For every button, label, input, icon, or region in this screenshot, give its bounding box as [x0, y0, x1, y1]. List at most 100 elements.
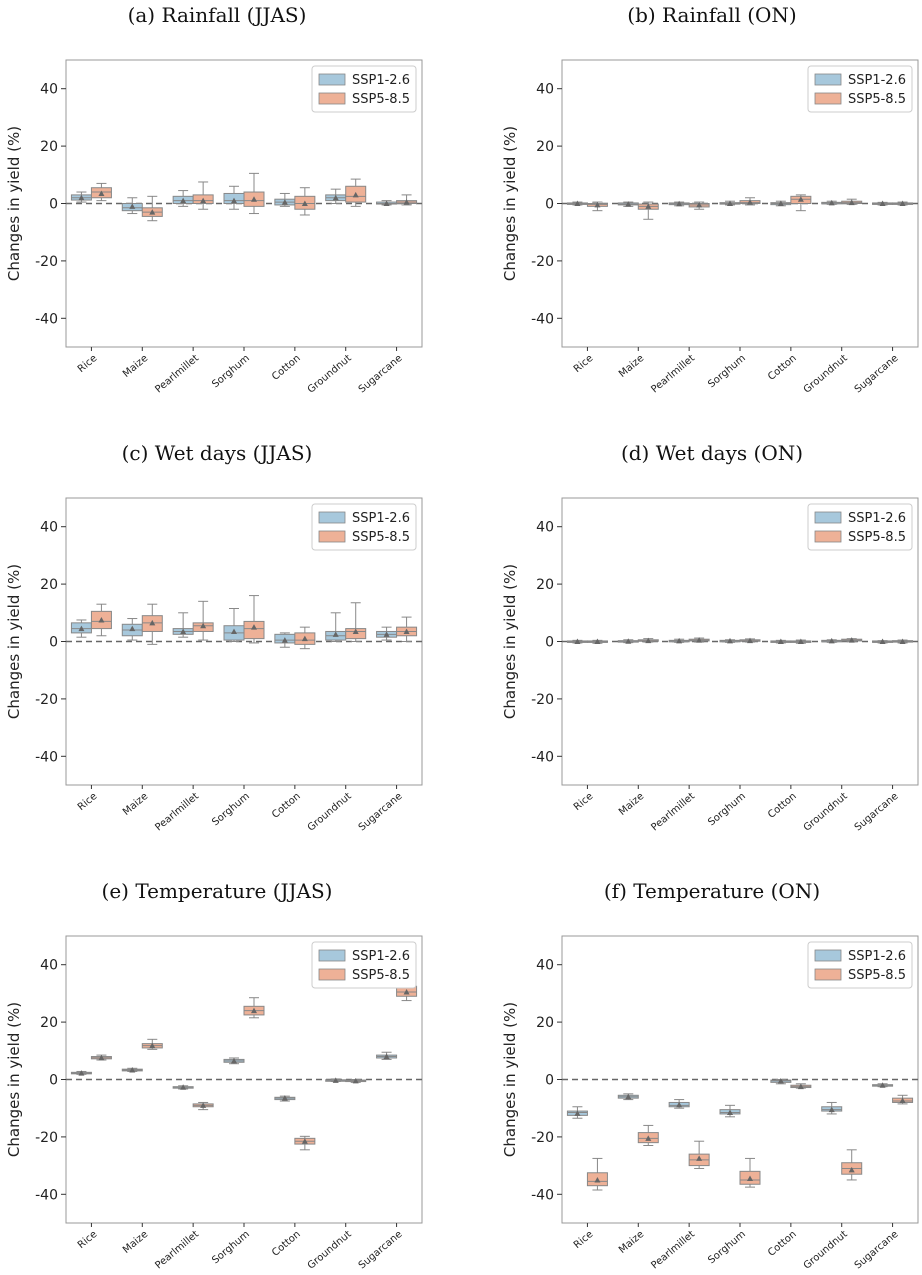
box-mean-marker	[78, 194, 85, 201]
box-mean-marker	[301, 1138, 308, 1144]
x-tick-label: Rice	[76, 353, 99, 375]
box-mean-marker	[574, 638, 581, 644]
box-mean-marker	[828, 1106, 835, 1113]
y-tick-label: -40	[35, 749, 58, 765]
x-tick-label: Pearlmillet	[153, 353, 201, 396]
box-mean-marker	[129, 625, 136, 632]
box-ssp585-sugarcane	[892, 200, 914, 206]
panel-title: (f) Temperature (ON)	[604, 879, 820, 903]
legend-swatch-ssp585	[318, 92, 346, 105]
box-ssp585-rice	[90, 1054, 112, 1061]
box-ssp126-sugarcane	[376, 1051, 398, 1060]
y-tick-label: -40	[531, 749, 554, 765]
x-tick-label: Rice	[572, 1229, 595, 1251]
box-mean-marker	[727, 200, 733, 206]
box-mean-marker	[149, 619, 156, 626]
x-tick-label: Rice	[76, 791, 99, 813]
box-mean-marker	[747, 1175, 753, 1182]
y-tick-label: -20	[531, 692, 554, 708]
y-tick-label: 0	[49, 1073, 58, 1089]
y-tick-label: -20	[35, 692, 58, 708]
box-iqr	[243, 620, 265, 640]
box-ssp585-maize	[141, 603, 163, 645]
box-mean-marker	[403, 628, 410, 634]
box-mean-marker	[727, 1109, 733, 1116]
x-tick-label: Pearlmillet	[153, 791, 201, 834]
box-mean-marker	[848, 637, 855, 643]
box-ssp585-maize	[637, 1124, 659, 1147]
box-mean-marker	[625, 1093, 632, 1100]
box-mean-marker	[383, 200, 390, 206]
chart-panel-2: (b) Rainfall (ON) 40 20 0 -20 -40 Changes in y…	[501, 3, 919, 396]
x-tick-label: Groundnut	[306, 353, 354, 396]
box-ssp126-maize	[121, 1067, 143, 1073]
box-ssp126-pearlmillet	[668, 637, 690, 644]
box-ssp585-pearlmillet	[192, 1101, 214, 1111]
box-ssp585-sugarcane	[892, 638, 914, 644]
x-tick-label: Maize	[121, 1229, 150, 1256]
y-tick-label: -40	[531, 1187, 554, 1203]
legend-label: SSP5-8.5	[352, 530, 410, 545]
x-tick-label: Sugarcane	[357, 791, 405, 834]
box-ssp585-groundnut	[841, 637, 863, 643]
y-tick-label: 20	[40, 1015, 58, 1031]
y-axis-label: Changes in yield (%)	[5, 564, 23, 719]
box-mean-marker	[696, 201, 703, 208]
box-mean-marker	[625, 201, 632, 207]
legend-swatch-ssp126	[814, 949, 842, 962]
box-mean-marker	[383, 631, 390, 637]
box-ssp585-groundnut	[345, 1077, 367, 1084]
box-mean-marker	[281, 637, 288, 643]
y-tick-label: -40	[35, 1187, 58, 1203]
legend: SSP1-2.6 SSP5-8.5	[311, 65, 417, 113]
box-ssp585-cotton	[294, 187, 316, 216]
x-tick-label: Pearlmillet	[649, 353, 697, 396]
box-mean-marker	[797, 638, 804, 644]
box-mean-marker	[180, 197, 187, 204]
box-ssp126-cotton	[770, 1077, 792, 1085]
y-tick-label: -20	[531, 1130, 554, 1146]
box-mean-marker	[645, 203, 652, 209]
box-ssp585-rice	[90, 603, 112, 637]
y-tick-label: 20	[40, 139, 58, 155]
box-ssp585-groundnut	[345, 602, 367, 642]
legend-label: SSP1-2.6	[848, 73, 906, 88]
box-mean-marker	[828, 637, 835, 644]
legend-swatch-ssp126	[814, 511, 842, 524]
legend-swatch-ssp585	[318, 530, 346, 543]
box-ssp126-rice	[566, 200, 588, 206]
legend-swatch-ssp126	[814, 73, 842, 86]
legend-label: SSP1-2.6	[848, 511, 906, 526]
box-mean-marker	[696, 637, 703, 643]
box-ssp585-sugarcane	[396, 194, 418, 206]
box-ssp585-sugarcane	[396, 616, 418, 642]
y-axis-label: Changes in yield (%)	[501, 1002, 519, 1157]
box-ssp126-cotton	[770, 200, 792, 207]
x-tick-label: Sorghum	[706, 791, 748, 828]
panel-title: (d) Wet days (ON)	[621, 441, 803, 465]
x-tick-label: Maize	[617, 353, 646, 380]
panel-title: (a) Rainfall (JJAS)	[128, 3, 307, 27]
box-ssp585-pearlmillet	[688, 201, 710, 210]
box-mean-marker	[301, 200, 308, 206]
legend: SSP1-2.6 SSP5-8.5	[807, 941, 913, 989]
legend-swatch-ssp585	[318, 968, 346, 981]
y-tick-label: 40	[536, 520, 554, 536]
x-tick-label: Sugarcane	[853, 1229, 901, 1272]
box-ssp126-sugarcane	[376, 200, 398, 206]
y-tick-label: -40	[531, 311, 554, 327]
x-tick-label: Cotton	[766, 1229, 799, 1259]
y-tick-label: 0	[545, 1073, 554, 1089]
box-ssp126-pearlmillet	[172, 1084, 194, 1090]
box-mean-marker	[231, 197, 237, 204]
box-ssp126-rice	[566, 638, 588, 644]
box-ssp585-sorghum	[243, 172, 265, 215]
legend-swatch-ssp126	[318, 511, 346, 524]
box-ssp585-maize	[637, 201, 659, 220]
legend-label: SSP5-8.5	[848, 968, 906, 983]
box-ssp126-pearlmillet	[172, 612, 194, 638]
y-tick-label: 40	[40, 520, 58, 536]
x-tick-label: Cotton	[270, 353, 303, 383]
box-mean-marker	[848, 1166, 855, 1173]
box-ssp126-rice	[70, 619, 92, 638]
